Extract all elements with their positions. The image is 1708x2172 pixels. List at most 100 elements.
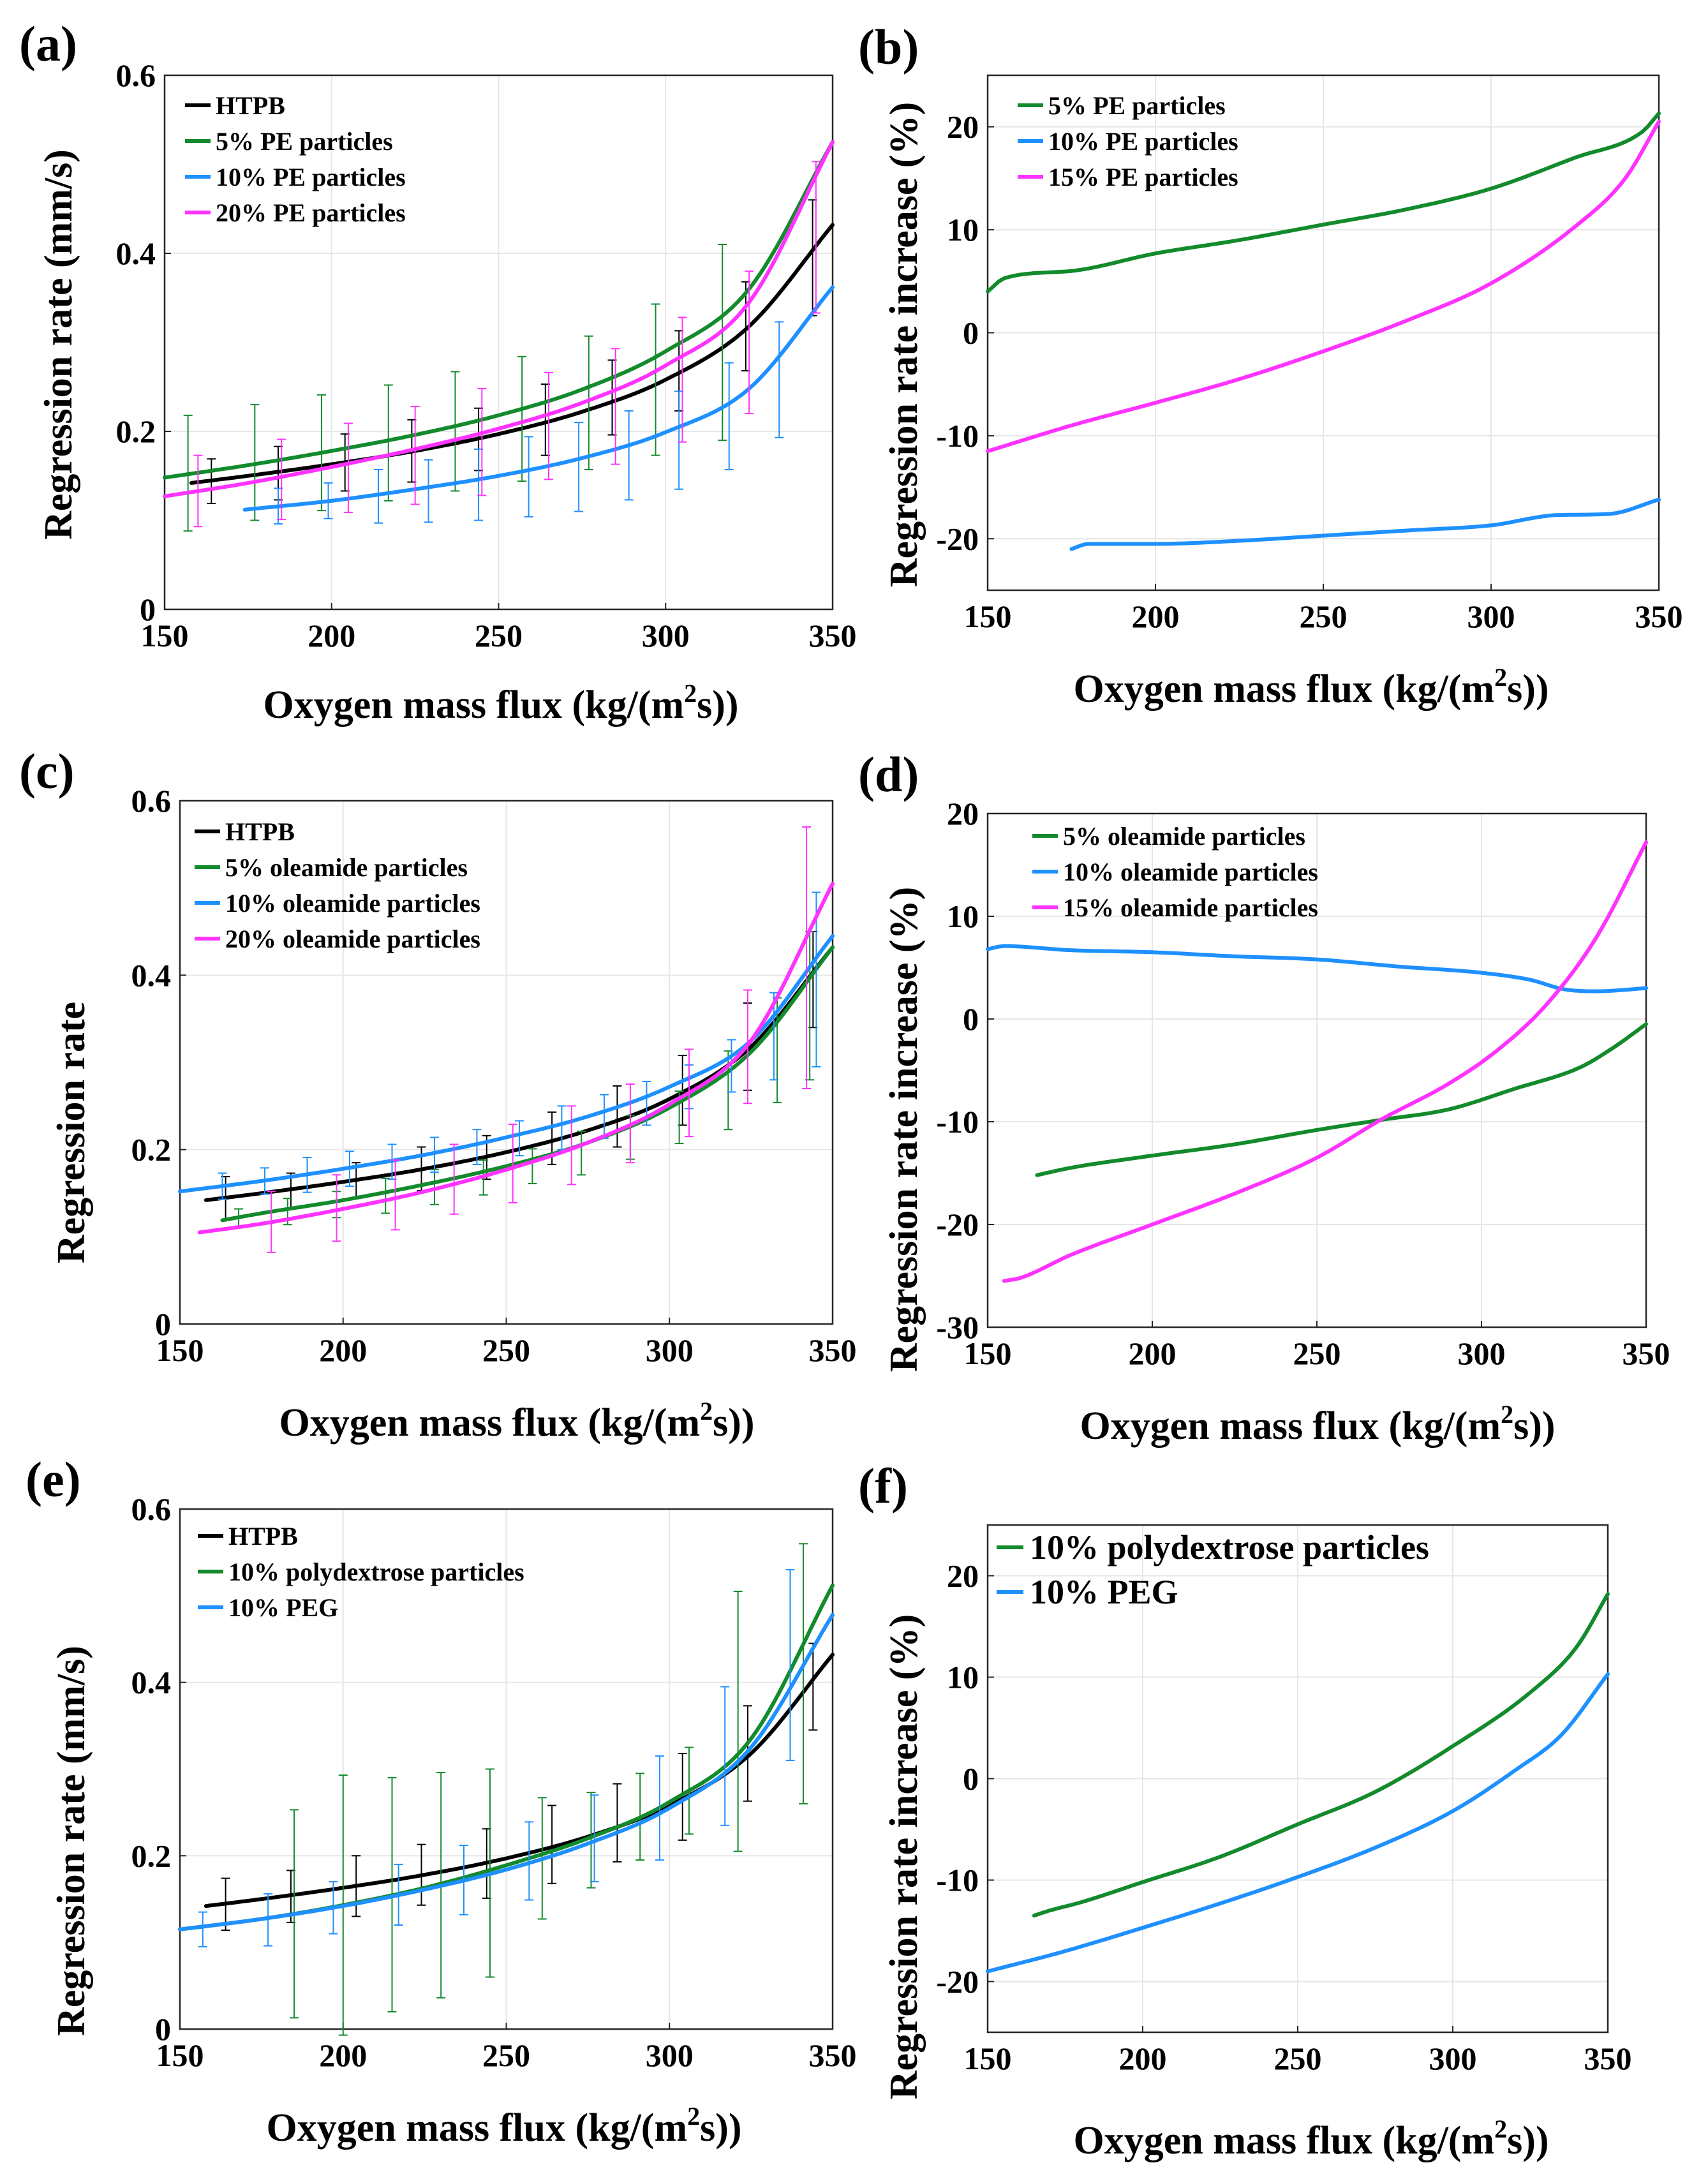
x-axis-label-c: Oxygen mass flux (kg/(m2s)) (279, 1397, 754, 1445)
series-line (163, 140, 835, 498)
legend-label-10ol-d: 10% oleamide particles (1063, 858, 1318, 886)
legend-label-poly-f: 10% polydextrose particles (1030, 1528, 1429, 1566)
axes-d: 150 200 250 300 350 -30 -20 -10 0 10 20 (936, 796, 1670, 1371)
x-axis-label-b: Oxygen mass flux (kg/(m2s)) (1073, 663, 1548, 711)
plot-series-f (986, 1592, 1610, 1974)
legend-label-poly-e: 10% polydextrose particles (228, 1558, 524, 1586)
y-tick-label: 10 (947, 212, 979, 248)
legend-label-5ol-c: 5% oleamide particles (225, 853, 468, 882)
x-axis-label-d: Oxygen mass flux (kg/(m2s)) (1080, 1400, 1555, 1448)
axes-frame-e (179, 1508, 834, 2030)
x-tick-label: 200 (1119, 2041, 1167, 2076)
x-tick-label: 150 (141, 618, 189, 653)
y-tick-label: -30 (936, 1309, 979, 1345)
y-axis-label-c: Regression rate (50, 1002, 93, 1263)
series-a-3 (163, 140, 835, 528)
legend-label-peg-f: 10% PEG (1030, 1573, 1178, 1611)
x-tick-label: 300 (1429, 2041, 1477, 2076)
y-tick-label: 20 (947, 1558, 979, 1594)
x-tick-label: 200 (319, 1332, 367, 1368)
x-tick-label: 250 (475, 618, 523, 653)
panel-b: 150 200 250 300 350 -20 -10 0 10 20 (b) Regressio… (858, 19, 1683, 711)
panel-e: 150 200 250 300 350 0 0.2 0.4 0.6 (e) Regression… (26, 1452, 857, 2150)
axes-a: 150 200 250 300 350 0 0.2 0.4 0.6 (116, 57, 857, 653)
y-tick-label: -10 (936, 1863, 979, 1898)
x-tick-label: 250 (1300, 599, 1348, 634)
series-line (189, 223, 835, 485)
legend-label-htpb: HTPB (216, 91, 285, 120)
series-line (178, 1612, 835, 1931)
y-tick-label: 0.4 (131, 1665, 172, 1700)
legend-label-15ol-d: 15% oleamide particles (1063, 893, 1318, 922)
legend-label-15pe-b: 15% PE particles (1048, 163, 1238, 191)
y-axis-label-a: Regression rate (mm/s) (37, 149, 80, 540)
y-tick-label: 0.6 (116, 57, 156, 93)
panel-label-b: (b) (858, 19, 919, 75)
y-axis-label-b: Regression rate increase (%) (882, 102, 926, 587)
x-tick-label: 150 (156, 2037, 204, 2073)
y-tick-label: 0 (963, 315, 979, 351)
legend-a: HTPB 5% PE particles 10% PE particles 20… (185, 91, 406, 227)
legend-e: HTPB 10% polydextrose particles 10% PEG (198, 1522, 524, 1622)
x-tick-label: 350 (1623, 1335, 1670, 1371)
axes-b: 150 200 250 300 350 -20 -10 0 10 20 (936, 74, 1683, 634)
y-tick-label: 0 (155, 1306, 171, 1342)
series-line (986, 119, 1661, 454)
x-tick-label: 300 (642, 618, 690, 653)
series-line (178, 934, 835, 1194)
series-line (1032, 1592, 1610, 1918)
series-line (1002, 840, 1648, 1283)
y-tick-label: 0.2 (131, 1838, 172, 1873)
series-c-2 (178, 891, 835, 1200)
legend-d: 5% oleamide particles 10% oleamide parti… (1032, 822, 1318, 922)
y-tick-label: 0.4 (131, 957, 172, 993)
x-tick-label: 250 (482, 2037, 530, 2073)
series-line (1035, 1022, 1648, 1177)
series-f-1 (986, 1672, 1610, 1974)
panel-d: 150 200 250 300 350 -30 -20 -10 0 10 20 (d) Regres… (858, 747, 1670, 1448)
x-tick-label: 300 (646, 1332, 694, 1368)
legend-label-peg-e: 10% PEG (228, 1593, 338, 1622)
y-axis-label-e: Regression rate (mm/s) (50, 1646, 93, 2036)
series-d-0 (1035, 1022, 1648, 1177)
y-tick-label: 10 (947, 1660, 979, 1695)
y-tick-label: -10 (936, 418, 979, 454)
series-f-0 (1032, 1592, 1610, 1918)
x-tick-label: 300 (1458, 1335, 1506, 1371)
axes-frame-a (163, 74, 834, 611)
panel-label-f: (f) (858, 1458, 908, 1514)
series-e-2 (178, 1569, 835, 1947)
y-tick-label: -20 (936, 1207, 979, 1242)
panel-a: 150 200 250 300 350 0 0.2 0.4 0.6 (a) Regression… (19, 16, 857, 727)
x-tick-label: 300 (1467, 599, 1515, 634)
legend-label-10ol-c: 10% oleamide particles (225, 889, 480, 918)
y-tick-label: 10 (947, 898, 979, 934)
axes-frame-c (179, 800, 834, 1325)
series-c-3 (197, 826, 835, 1253)
x-tick-label: 200 (319, 2037, 367, 2073)
x-tick-label: 250 (1274, 2041, 1322, 2076)
y-tick-label: 0.2 (131, 1132, 172, 1168)
legend-label-5ol-d: 5% oleamide particles (1063, 822, 1305, 851)
legend-label-10pe: 10% PE particles (216, 163, 406, 191)
y-tick-label: 0 (963, 1001, 979, 1037)
series-b-0 (986, 111, 1661, 294)
legend-label-20ol-c: 20% oleamide particles (225, 925, 480, 953)
y-tick-label: -20 (936, 521, 979, 556)
panel-f: 150 200 250 300 350 -20 -10 0 10 20 (f) Regressio… (858, 1458, 1632, 2162)
legend-label-10pe-b: 10% PE particles (1048, 127, 1238, 156)
x-axis-label-a: Oxygen mass flux (kg/(m2s)) (263, 679, 738, 727)
plot-series-b (986, 111, 1661, 551)
y-tick-label: 0 (155, 2011, 171, 2047)
legend-f: 10% polydextrose particles 10% PEG (997, 1528, 1429, 1611)
x-tick-label: 350 (809, 1332, 857, 1368)
y-tick-label: 20 (947, 109, 979, 145)
x-tick-label: 350 (1635, 599, 1683, 634)
series-line (197, 881, 835, 1235)
x-tick-label: 350 (1584, 2041, 1632, 2076)
y-tick-label: -10 (936, 1104, 979, 1140)
plot-series-c (178, 826, 835, 1253)
series-line (986, 111, 1661, 294)
y-tick-label: 0.6 (131, 1491, 172, 1527)
